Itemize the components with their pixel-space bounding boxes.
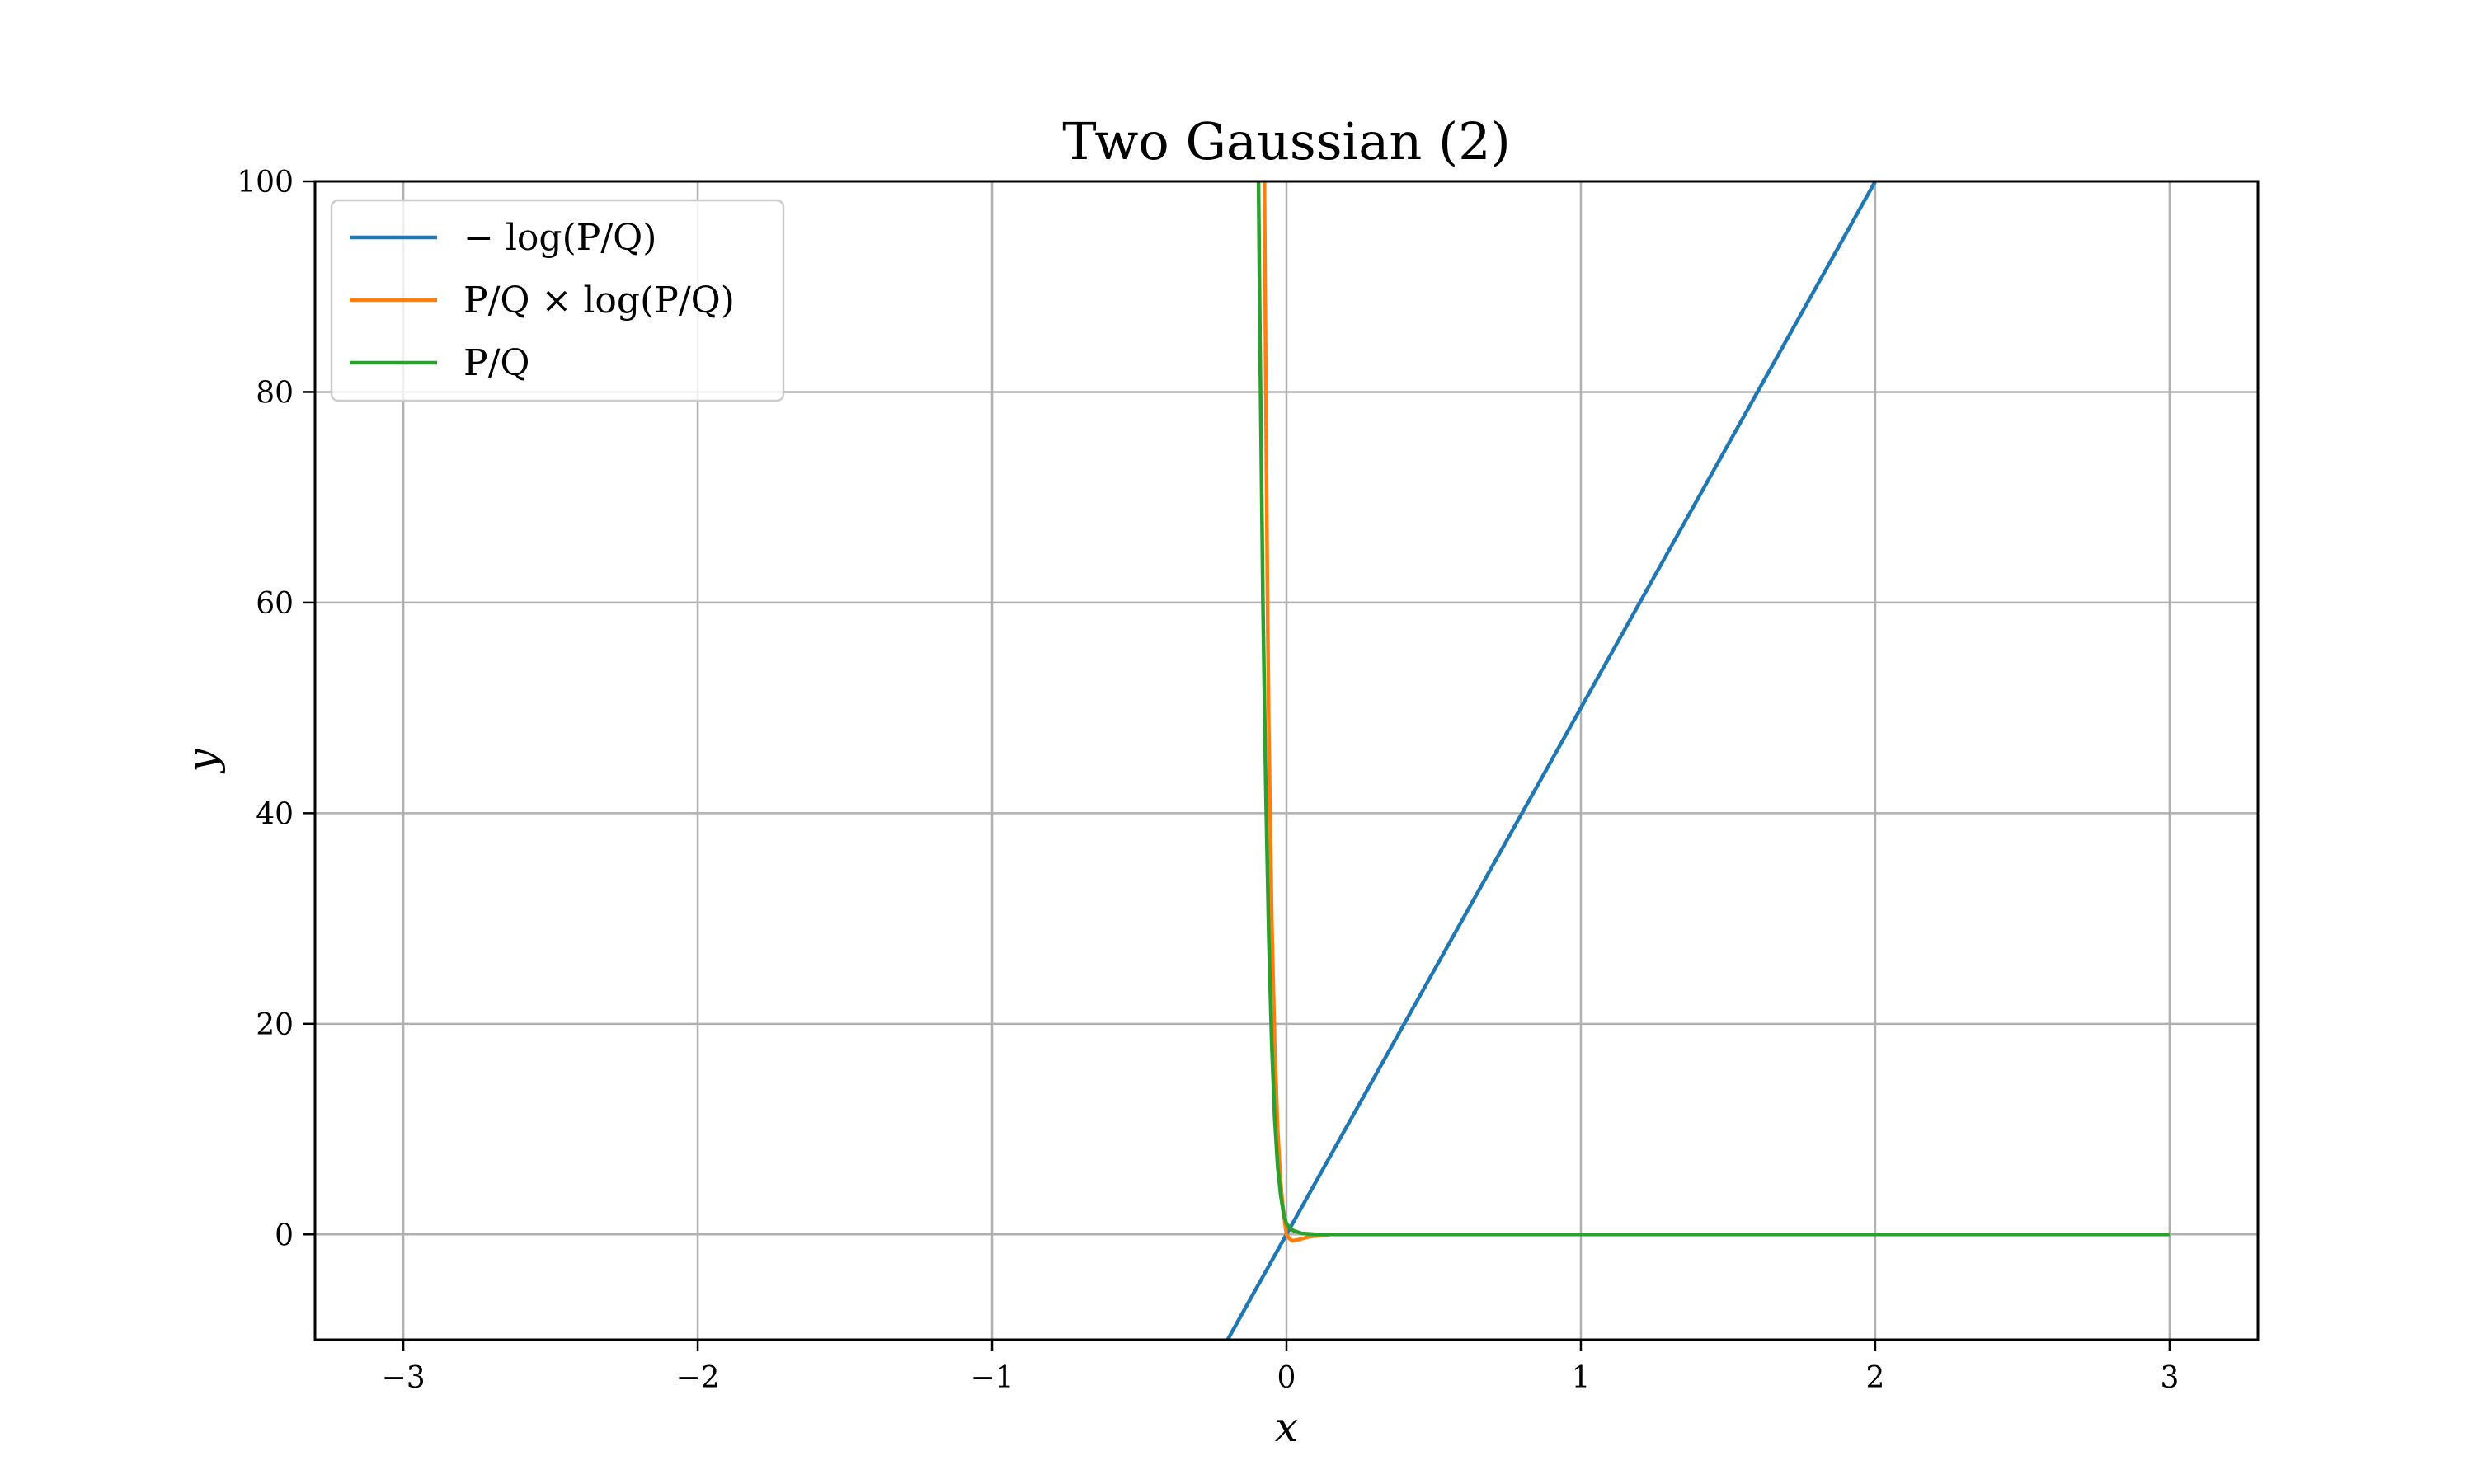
series-lines <box>1225 181 2170 1340</box>
legend-box <box>330 199 785 402</box>
y-tick-label: 40 <box>256 797 294 831</box>
y-tick-label: 60 <box>256 587 294 621</box>
legend-label: − log(P/Q) <box>463 217 656 259</box>
legend-entries: − log(P/Q) P/Q × log(P/Q) P/Q <box>350 217 735 384</box>
y-tick-label: 100 <box>237 166 294 200</box>
legend: − log(P/Q) P/Q × log(P/Q) P/Q <box>330 199 785 402</box>
x-tick-label: 2 <box>1865 1361 1884 1395</box>
y-tick-label: 20 <box>256 1008 294 1042</box>
x-tick-label: −1 <box>970 1361 1014 1395</box>
x-tick-label: −2 <box>676 1361 720 1395</box>
series-line-ratio <box>1256 181 2170 1237</box>
y-tick-label: 0 <box>275 1219 294 1252</box>
y-tick-label: 80 <box>256 376 294 410</box>
x-tick-label: −3 <box>382 1361 426 1395</box>
x-tick-label: 0 <box>1277 1361 1296 1395</box>
legend-label: P/Q <box>463 342 530 384</box>
chart-title: Two Gaussian (2) <box>1062 111 1511 171</box>
x-tick-label: 1 <box>1572 1361 1591 1395</box>
legend-label: P/Q × log(P/Q) <box>463 279 735 322</box>
grid <box>315 180 2258 1340</box>
y-axis-label: y <box>178 749 226 774</box>
y-axis-ticks: 0 20 40 60 80 100 <box>237 166 315 1252</box>
x-axis-label: x <box>1275 1403 1298 1451</box>
series-line-neg-log-ratio <box>1225 181 1877 1340</box>
x-axis-ticks: −3 −2 −1 0 1 2 3 <box>382 1340 2179 1395</box>
x-tick-label: 3 <box>2160 1361 2179 1395</box>
